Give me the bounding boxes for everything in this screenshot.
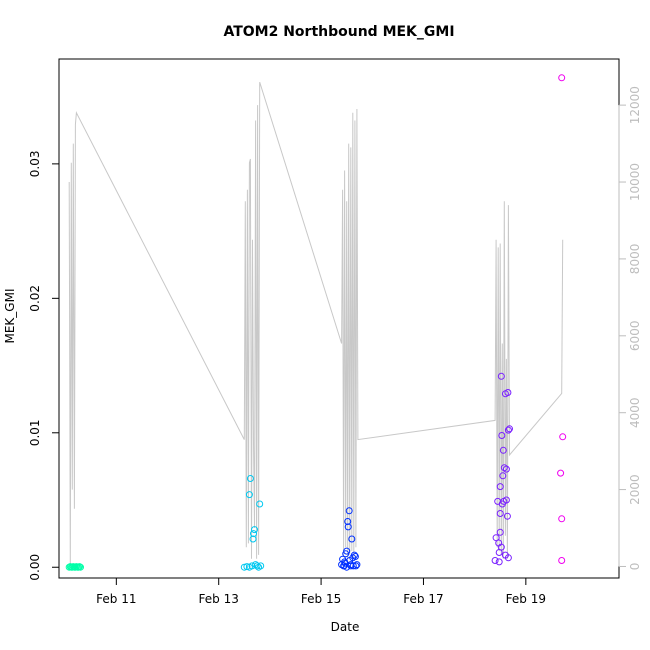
x-tick-label: Feb 19 [506, 592, 546, 606]
y-axis-left: 0.00 0.01 0.02 0.03 [28, 151, 60, 581]
scatter-point [498, 500, 506, 508]
scatter-point [344, 518, 352, 525]
x-axis: Feb 11 Feb 13 Feb 15 Feb 17 Feb 19 [96, 577, 546, 606]
series-line [68, 81, 564, 567]
x-axis-label: Date [331, 620, 360, 634]
scatter-point [495, 558, 503, 566]
scatter-point [506, 425, 513, 433]
scatter-point [77, 563, 84, 571]
scatter-point [246, 475, 254, 482]
scatter-group-2 [338, 507, 361, 571]
chart-title: ATOM2 Northbound MEK_GMI [223, 24, 454, 40]
scatter-point [499, 472, 507, 480]
scatter-point [347, 562, 355, 570]
x-tick-label: Feb 11 [96, 592, 136, 606]
x-tick-label: Feb 17 [403, 592, 443, 606]
scatter-point [350, 551, 358, 559]
y2-tick-label: 0 [628, 563, 642, 571]
scatter-point [491, 557, 499, 564]
y-tick-label: 0.00 [28, 554, 42, 581]
scatter-point [250, 530, 257, 538]
scatter-group-4 [557, 74, 567, 564]
scatter-point [558, 74, 566, 82]
scatter-point [502, 465, 510, 473]
scatter-point [503, 512, 511, 520]
y2-tick-label: 10000 [628, 163, 642, 201]
scatter-point [496, 510, 504, 517]
scatter-point [345, 507, 353, 515]
scatter-group-1 [240, 475, 265, 571]
y2-tick-label: 2000 [628, 474, 642, 505]
plot-area [65, 74, 567, 571]
y2-tick-label: 12000 [628, 86, 642, 124]
scatter-point [495, 549, 503, 556]
y-axis-label: MEK_GMI [3, 289, 17, 344]
scatter-point [498, 432, 506, 439]
scatter-point [248, 562, 256, 570]
scatter-point [257, 562, 265, 570]
scatter-point [240, 563, 248, 571]
scatter-point [496, 483, 504, 491]
scatter-point [251, 526, 258, 534]
x-tick-label: Feb 13 [199, 592, 239, 606]
scatter-point [504, 389, 512, 396]
y2-tick-label: 8000 [628, 244, 642, 275]
scatter-point [504, 426, 512, 434]
scatter-point [499, 446, 507, 454]
x-tick-label: Feb 15 [301, 592, 341, 606]
scatter-point [249, 535, 257, 543]
y2-tick-label: 6000 [628, 321, 642, 352]
scatter-point [558, 557, 566, 564]
y-axis-right: 0 2000 4000 6000 8000 10000 12000 [618, 86, 642, 571]
scatter-point [341, 558, 349, 566]
scatter-point [253, 562, 261, 570]
scatter-point [559, 433, 567, 441]
scatter-point [502, 496, 510, 504]
scatter-point [352, 562, 360, 570]
scatter-group-3 [491, 372, 513, 566]
scatter-point [344, 523, 352, 531]
scatter-point [558, 515, 566, 523]
y-tick-label: 0.01 [28, 419, 42, 446]
y-tick-label: 0.02 [28, 285, 42, 312]
scatter-point [348, 535, 356, 543]
scatter-point [245, 491, 253, 499]
y2-tick-label: 4000 [628, 397, 642, 428]
scatter-point [349, 562, 357, 570]
scatter-point [343, 547, 351, 555]
y-tick-label: 0.03 [28, 151, 42, 178]
scatter-point [504, 554, 512, 562]
scatter-point [256, 500, 264, 508]
scatter-point [557, 469, 565, 477]
scatter-point [496, 528, 504, 536]
scatter-point [351, 553, 359, 560]
scatter-group-0 [65, 563, 84, 571]
scatter-point [497, 372, 505, 380]
